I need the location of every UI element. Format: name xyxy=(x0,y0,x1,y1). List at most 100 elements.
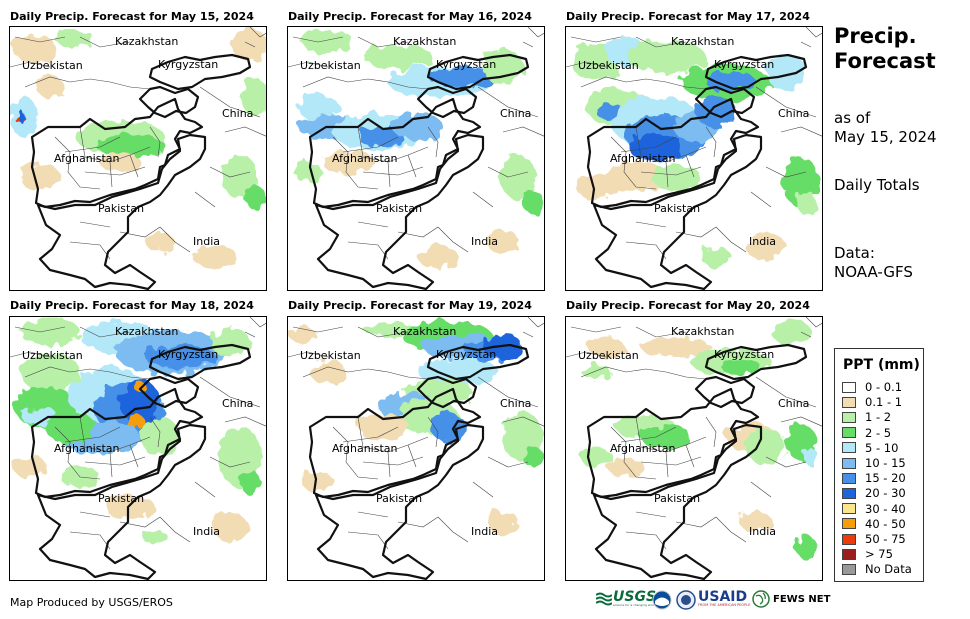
forecast-map-may-20: Kazakhstan Uzbekistan Kyrgyzstan China Afgha… xyxy=(565,316,823,581)
sidebar-title-line2: Forecast xyxy=(834,49,936,73)
panel-title-may-15: Daily Precip. Forecast for May 15, 2024 xyxy=(10,10,254,23)
legend-swatch xyxy=(842,548,856,560)
precip-area xyxy=(322,150,374,174)
precip-area xyxy=(393,113,443,141)
tajikistan-border xyxy=(694,375,756,409)
noaa-seal-icon xyxy=(652,590,672,610)
precip-area xyxy=(298,93,338,121)
tajikistan-border xyxy=(416,85,478,119)
precip-field xyxy=(571,37,819,267)
country-label-kazakhstan: Kazakhstan xyxy=(671,325,734,338)
admin-boundary xyxy=(14,317,266,338)
country-label-afghanistan: Afghanistan xyxy=(54,442,120,455)
legend-item: 20 - 30 xyxy=(842,486,906,500)
map-canvas: Kazakhstan Uzbekistan Kyrgyzstan China Afgha… xyxy=(566,27,822,290)
map-canvas: Kazakhstan Uzbekistan Kyrgyzstan China Afgha… xyxy=(288,27,544,290)
admin-boundary xyxy=(332,416,429,480)
sidebar-totals: Daily Totals xyxy=(834,176,920,194)
country-label-india: India xyxy=(749,235,776,248)
precip-area xyxy=(302,30,354,54)
precip-area xyxy=(582,364,610,380)
admin-boundary xyxy=(570,27,822,48)
precip-area xyxy=(740,512,772,532)
afghanistan-border xyxy=(586,97,760,209)
country-label-pakistan: Pakistan xyxy=(654,492,700,505)
fewsnet-wordmark: FEWS NET xyxy=(773,593,831,605)
precip-area xyxy=(146,232,174,252)
panel-title-may-19: Daily Precip. Forecast for May 19, 2024 xyxy=(288,299,532,312)
precip-area xyxy=(766,54,806,90)
afghanistan-border xyxy=(308,97,482,209)
admin-boundary xyxy=(14,27,266,48)
legend-label: 15 - 20 xyxy=(865,471,906,486)
admin-boundary xyxy=(570,317,822,338)
pakistan-border xyxy=(36,133,207,290)
admin-boundary xyxy=(625,221,747,260)
country-label-india: India xyxy=(471,235,498,248)
precip-area xyxy=(696,96,736,128)
tajikistan-border xyxy=(138,375,200,409)
legend-label: 0 - 0.1 xyxy=(865,380,903,394)
precip-area xyxy=(14,455,46,479)
forecast-map-may-19: Kazakhstan Uzbekistan Kyrgyzstan China Afgha… xyxy=(287,316,545,581)
precip-area xyxy=(302,472,334,492)
usaid-logo: USAID FROM THE AMERICAN PEOPLE xyxy=(698,590,750,608)
legend-swatch xyxy=(842,518,856,530)
precip-area xyxy=(105,495,155,519)
country-label-uzbekistan: Uzbekistan xyxy=(22,349,83,362)
admin-boundary xyxy=(292,27,544,48)
legend-swatch xyxy=(842,472,856,484)
country-label-pakistan: Pakistan xyxy=(654,202,700,215)
kyrgyzstan-border xyxy=(426,343,530,381)
sidebar-data-line1: Data: xyxy=(834,244,875,262)
country-label-kyrgyzstan: Kyrgyzstan xyxy=(714,348,774,361)
forecast-map-may-17: Kazakhstan Uzbekistan Kyrgyzstan China Afgha… xyxy=(565,26,823,291)
precip-area xyxy=(523,190,543,214)
country-label-kazakhstan: Kazakhstan xyxy=(115,325,178,338)
precip-area xyxy=(606,162,666,192)
precip-area xyxy=(483,335,523,359)
admin-boundary xyxy=(194,86,266,208)
admin-boundary xyxy=(54,416,151,480)
precip-area xyxy=(363,45,433,69)
country-label-china: China xyxy=(778,397,809,410)
country-label-india: India xyxy=(193,235,220,248)
precip-area xyxy=(641,337,711,357)
precip-area xyxy=(771,320,811,344)
admin-boundary xyxy=(610,416,707,480)
usaid-tagline: FROM THE AMERICAN PEOPLE xyxy=(698,603,751,607)
country-label-india: India xyxy=(749,525,776,538)
admin-boundary xyxy=(69,511,191,550)
legend-label: 5 - 10 xyxy=(865,440,899,455)
country-label-india: India xyxy=(471,525,498,538)
map-credit: Map Produced by USGS/EROS xyxy=(10,596,173,609)
admin-boundary xyxy=(625,511,747,550)
tajikistan-border xyxy=(416,375,478,409)
legend-item: 40 - 50 xyxy=(842,517,906,531)
precip-area xyxy=(576,175,616,199)
admin-boundary xyxy=(620,126,717,176)
tajikistan-border xyxy=(694,85,756,119)
kyrgyzstan-border xyxy=(704,53,808,91)
country-label-afghanistan: Afghanistan xyxy=(332,152,398,165)
usgs-tagline: science for a changing world xyxy=(613,603,657,607)
admin-boundary xyxy=(64,126,161,176)
legend-swatch xyxy=(842,442,856,454)
legend-item: 0 - 0.1 xyxy=(842,380,902,394)
country-label-uzbekistan: Uzbekistan xyxy=(578,59,639,72)
precip-area xyxy=(240,470,260,494)
panel-title-may-17: Daily Precip. Forecast for May 17, 2024 xyxy=(566,10,810,23)
precip-area xyxy=(212,513,248,541)
legend-swatch xyxy=(842,503,856,515)
sidebar-asof-line1: as of xyxy=(834,109,871,127)
precip-area xyxy=(746,429,786,465)
precip-area xyxy=(626,41,706,73)
precip-area xyxy=(701,247,731,267)
admin-boundary xyxy=(54,126,151,190)
precip-area xyxy=(100,152,140,172)
precip-area xyxy=(245,185,265,209)
legend-item: 50 - 75 xyxy=(842,532,906,546)
kyrgyzstan-border xyxy=(426,53,530,91)
precip-area xyxy=(487,230,519,254)
precip-area xyxy=(500,155,536,199)
